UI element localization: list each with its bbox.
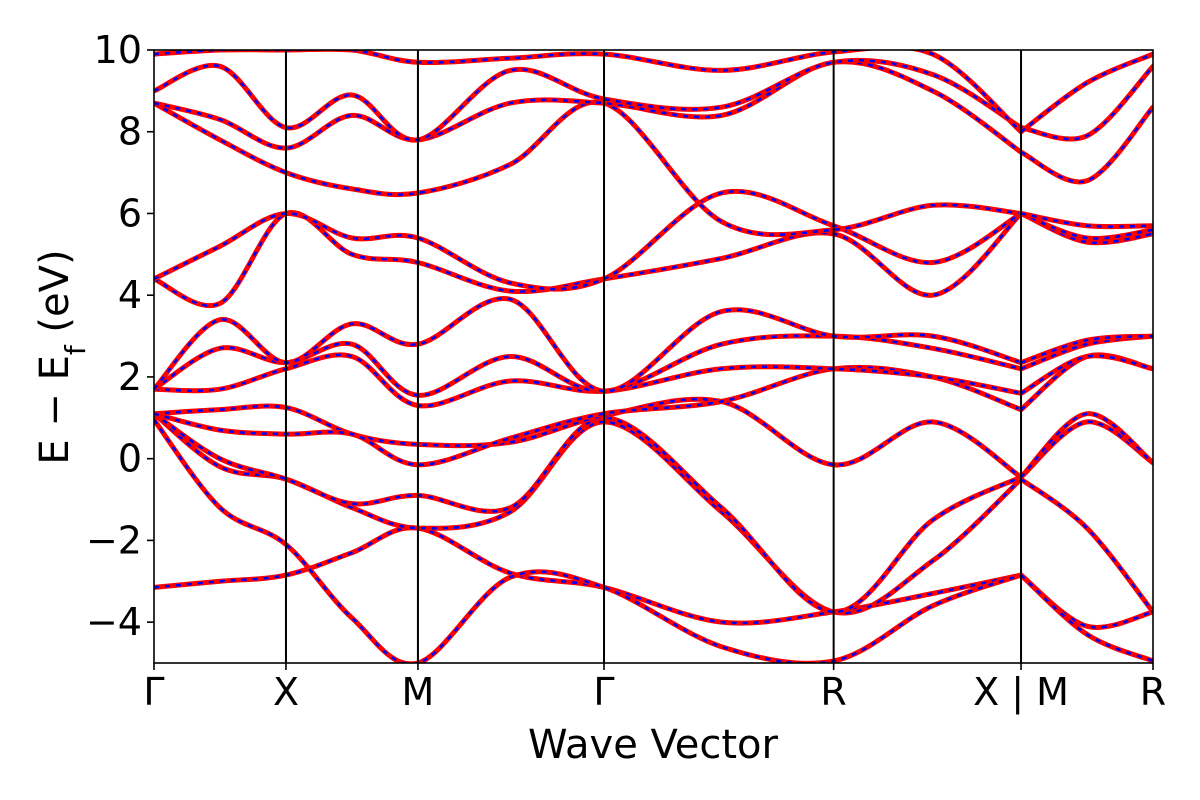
y-axis-label-subscript: f (59, 344, 92, 355)
band-2-blue-dashed-line (1020, 574, 1153, 663)
band-15-blue-dashed-line (154, 50, 1022, 133)
band-3-blue-dashed-line (1020, 478, 1153, 613)
y-axis-label: E − Ef (eV) (32, 249, 92, 464)
band-9-blue-dashed-line (1020, 334, 1153, 364)
x-axis-ticks: Γ X M Γ R X | M R (143, 663, 1166, 715)
x-tick-label: Γ (143, 670, 164, 714)
x-tick-label: R (1140, 670, 1166, 714)
band-13-red-line (1018, 104, 1153, 185)
band-7-red-line (1018, 353, 1153, 396)
band-15-red-line (154, 50, 1024, 135)
kpoint-lines (284, 50, 1023, 663)
band-14-red-line (1018, 63, 1153, 142)
band-12-blue-dashed-line (1020, 212, 1153, 228)
plot-frame (153, 49, 1154, 664)
x-tick-label: X (273, 670, 299, 714)
band-14-blue-dashed-line (1020, 65, 1153, 141)
y-tick-label: −4 (86, 600, 142, 644)
x-axis-label: Wave Vector (528, 722, 779, 768)
band-6-blue-dashed-line (154, 366, 1022, 467)
band-1-blue-dashed-line (154, 526, 1022, 625)
y-tick-label: −2 (86, 518, 142, 562)
x-tick-label: X | M (973, 670, 1069, 715)
band-10-blue-dashed-line (154, 211, 1022, 307)
y-tick-label: 2 (118, 355, 142, 399)
band-10-blue-dashed-line (1020, 212, 1153, 245)
y-tick-label: 4 (118, 273, 142, 317)
band-10-red-line (154, 209, 1024, 308)
y-tick-label: 10 (94, 28, 142, 72)
band-11-blue-dashed-line (154, 190, 1022, 291)
band-13-blue-dashed-line (154, 60, 1022, 154)
band-15-blue-dashed-line (1020, 52, 1153, 133)
band-2-blue-dashed-line (154, 419, 1022, 663)
band-13-red-line (154, 59, 1024, 155)
band-12-blue-dashed-line (154, 100, 1022, 236)
band-11-blue-dashed-line (1020, 212, 1153, 240)
y-axis-label-unit: (eV) (32, 249, 78, 345)
bands-layer (154, 50, 1153, 663)
y-axis-ticks: −4 −2 0 2 4 6 8 10 (86, 28, 154, 644)
x-tick-label: Γ (593, 670, 614, 714)
y-tick-label: 6 (118, 191, 142, 235)
band-4-blue-dashed-line (154, 412, 1022, 614)
x-tick-label: R (820, 670, 846, 714)
band-5-blue-dashed-line (1020, 412, 1153, 478)
band-5-blue-dashed-line (154, 397, 1022, 479)
band-14-red-line (154, 57, 1024, 143)
band-7-blue-dashed-line (154, 353, 1022, 408)
y-tick-label: 0 (118, 437, 142, 481)
y-axis-label-main: E − E (32, 355, 78, 465)
band-9-red-line (154, 296, 1024, 394)
x-tick-label: M (402, 670, 435, 714)
band-2-red-line (154, 417, 1024, 663)
band-1-blue-dashed-line (1020, 574, 1153, 629)
y-tick-label: 8 (118, 110, 142, 154)
band-9-blue-dashed-line (154, 297, 1022, 393)
